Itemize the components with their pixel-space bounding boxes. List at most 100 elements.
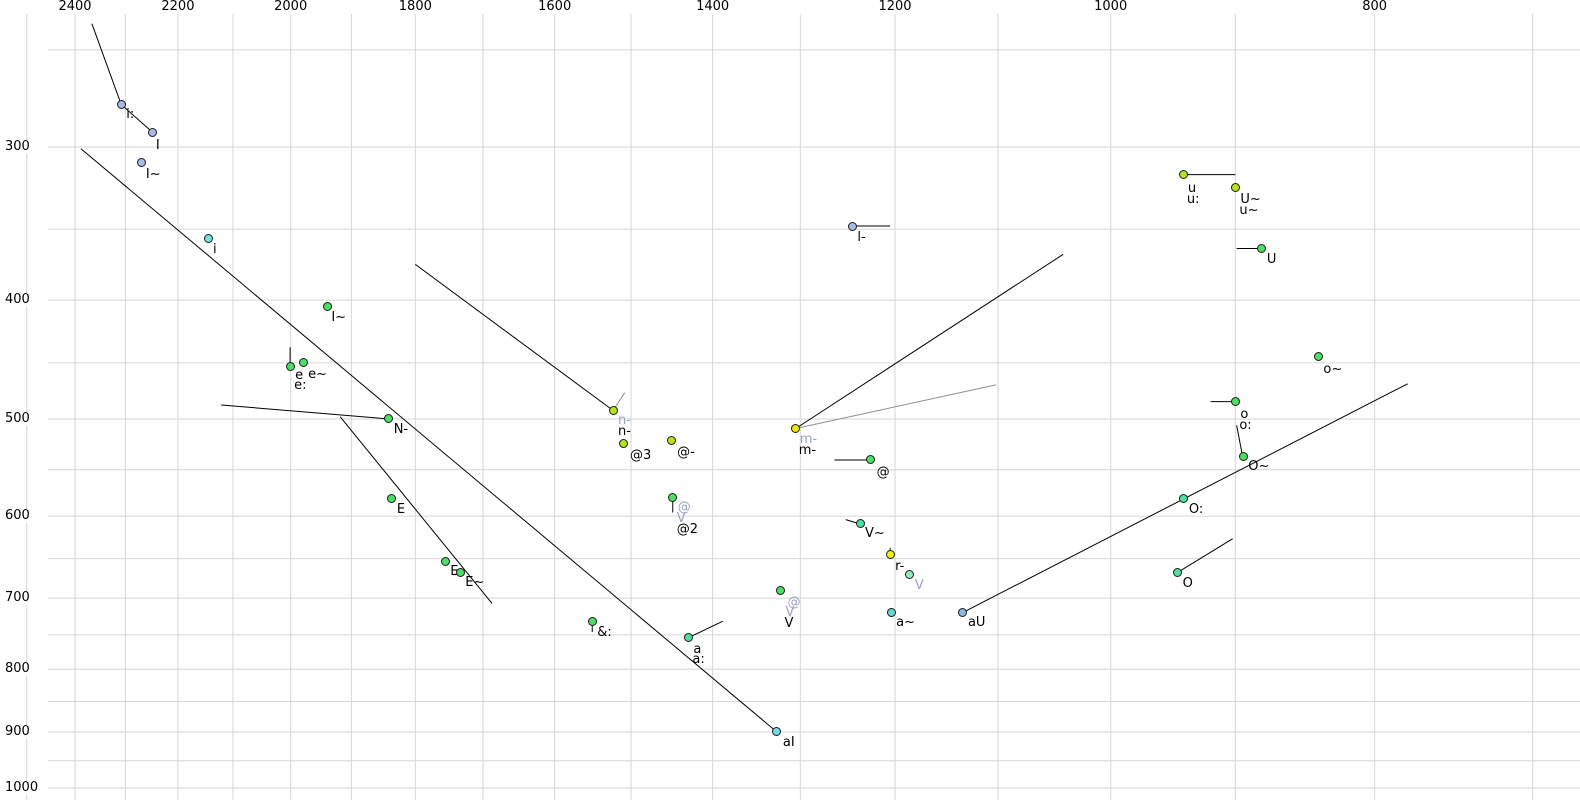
vowel-point-pt — [866, 455, 876, 465]
x-axis-tick-label-2000: 2000 — [262, 0, 319, 14]
connector-line-2 — [80, 148, 778, 733]
vowel-label-e: e~ — [308, 366, 328, 382]
vowel-label-n: N- — [393, 421, 409, 437]
x-axis-tick-label-2400: 2400 — [47, 0, 103, 14]
vowel-label-v-1: V — [785, 605, 795, 621]
vowel-label-u: U — [1266, 252, 1277, 268]
vowel-point-i — [204, 233, 214, 243]
vowel-point-o — [1238, 451, 1248, 461]
vowel-label-u: u — [1187, 180, 1197, 196]
connector-line-1 — [120, 104, 154, 133]
vowel-point-i — [137, 158, 147, 168]
vowel-label-o: O~ — [1248, 459, 1270, 474]
connector-line-21 — [1177, 538, 1233, 573]
vowel-label-u: U~ — [1240, 191, 1261, 207]
vowel-point-v2 — [905, 569, 915, 579]
vowel-label-n: n- — [618, 413, 631, 429]
y-axis-tick-label-400: 400 — [5, 293, 33, 308]
connector-line-11 — [795, 384, 996, 429]
vowel-point-m — [791, 423, 801, 433]
vowel-label-pt: @- — [677, 444, 695, 460]
vowel-point-e — [387, 494, 397, 504]
connector-line-5 — [415, 263, 614, 411]
y-axis-tick-label-600: 600 — [5, 509, 33, 524]
vowel-label-m: m- — [799, 432, 818, 448]
vowel-label-i: I~ — [145, 166, 161, 182]
vowel-point-v — [775, 585, 785, 595]
vowel-point-o — [1179, 493, 1189, 503]
vowel-point-a — [886, 607, 896, 617]
vowel-point-pt — [587, 617, 597, 627]
vowel-point-r — [885, 550, 895, 560]
vowel-point-e — [298, 358, 308, 368]
vowel-label-e-1: e: — [294, 378, 307, 394]
vowel-label-o: o~ — [1323, 361, 1343, 377]
vowel-point-e — [285, 361, 295, 371]
vowel-label-v-2: V — [784, 616, 794, 632]
vowel-label-l: l- — [857, 230, 866, 246]
y-axis-tick-label-700: 700 — [5, 591, 33, 606]
vowel-label-pt: @ — [876, 464, 890, 480]
vowel-label-ai: aI — [782, 734, 795, 750]
vowel-label-v: V~ — [865, 526, 885, 542]
vowel-label-o-1: o: — [1239, 417, 1252, 433]
vowel-point-v — [855, 518, 865, 528]
vowel-point-pt — [666, 436, 676, 446]
vowel-point-e — [440, 556, 450, 566]
vowel-point-o — [1230, 397, 1240, 407]
vowel-label-i: I — [155, 137, 160, 153]
vowel-label-e: e — [295, 368, 304, 384]
connector-line-10 — [795, 253, 1064, 429]
connector-line-4 — [339, 416, 493, 604]
vowel-label-u-1: u: — [1186, 191, 1200, 207]
vowel-label-e: E~ — [465, 575, 485, 591]
vowel-label-i-2: I~ — [331, 309, 347, 325]
x-axis-tick-label-1400: 1400 — [684, 0, 741, 14]
vowel-label-v2: V — [914, 578, 924, 594]
vowel-label-o: O — [1182, 576, 1193, 592]
x-axis-tick-label-1000: 1000 — [1082, 0, 1139, 14]
vowel-label-2-2: @2 — [676, 522, 699, 538]
vowel-point-i — [116, 100, 126, 110]
x-axis-tick-label-1800: 1800 — [387, 0, 444, 14]
y-axis-tick-label-300: 300 — [5, 140, 33, 154]
vowel-point-l — [847, 221, 857, 231]
vowel-label-i: i: — [126, 106, 135, 122]
vowel-point-i-2 — [322, 302, 332, 312]
vowel-point-ai — [772, 727, 782, 737]
connector-line-0 — [91, 23, 122, 105]
x-axis-tick-label-1600: 1600 — [526, 0, 583, 14]
vowel-point-2 — [668, 492, 678, 502]
vowel-point-n — [608, 405, 618, 415]
connector-line-20 — [1236, 425, 1243, 454]
vowel-label-3: @3 — [629, 447, 652, 463]
vowel-label-m-1: m- — [798, 443, 817, 459]
vowel-label-r: r- — [895, 558, 905, 574]
vowel-label-2-1: V — [676, 511, 686, 527]
vowel-label-e: E — [396, 501, 406, 517]
connector-line-8 — [688, 620, 724, 639]
vowel-point-a — [683, 633, 693, 643]
vowel-label-a: a~ — [896, 615, 915, 631]
vowel-point-e — [455, 567, 465, 577]
vowel-point-i — [148, 128, 158, 138]
vowel-point-o — [1313, 352, 1323, 362]
vowel-label-n-1: n- — [618, 424, 631, 440]
vowel-point-u — [1257, 243, 1267, 253]
y-axis-tick-label-500: 500 — [5, 411, 33, 426]
y-axis-tick-label-900: 900 — [5, 724, 33, 739]
vowel-label-v: @ — [787, 595, 801, 611]
vowel-point-o — [1173, 567, 1183, 577]
vowel-point-3 — [619, 439, 629, 449]
y-axis-tick-label-1000: 1000 — [5, 781, 42, 796]
vowel-label-a-1: a: — [692, 651, 705, 667]
vowel-label-au: aU — [967, 615, 986, 631]
vowel-point-au — [958, 607, 968, 617]
x-axis-tick-label-1200: 1200 — [867, 0, 923, 14]
vowel-label-o: O: — [1188, 502, 1204, 517]
vowel-label-i: i — [212, 242, 217, 258]
vowel-point-u — [1230, 183, 1240, 193]
vowel-point-n — [384, 414, 394, 424]
